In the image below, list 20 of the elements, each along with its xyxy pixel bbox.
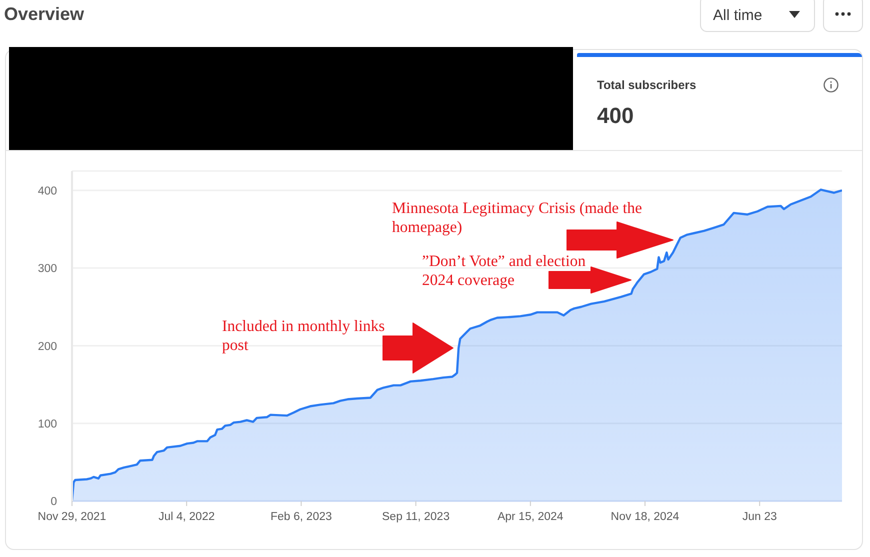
x-tick-label: Feb 6, 2023 xyxy=(270,511,332,524)
y-tick-label: 100 xyxy=(38,418,57,430)
menu-button[interactable] xyxy=(823,0,863,32)
x-tick-label: Jul 4, 2022 xyxy=(158,511,215,524)
x-tick-label: Nov 29, 2021 xyxy=(38,511,106,524)
y-tick-label: 200 xyxy=(38,340,57,353)
y-tick-label: 0 xyxy=(50,496,57,508)
dropdown[interactable]: All time xyxy=(700,0,815,32)
y-tick-label: 300 xyxy=(38,263,57,276)
annotation: Minnesota Legitimacy Crisis (made the homepage) xyxy=(392,200,642,236)
annotation: Included in monthly links post xyxy=(222,318,385,354)
chart-title: Overview xyxy=(4,4,84,24)
text: Total subscribers xyxy=(597,78,696,92)
x-tick-label: Sep 11, 2023 xyxy=(382,511,450,524)
y-tick-label: 400 xyxy=(38,185,57,198)
text: 400 xyxy=(597,103,634,128)
annotation: ”Don’t Vote” and election 2024 coverage xyxy=(422,253,586,289)
x-tick-label: Jun 23 xyxy=(742,511,777,524)
x-tick-label: Nov 18, 2024 xyxy=(610,511,680,524)
x-tick-label: Apr 15, 2024 xyxy=(497,511,564,524)
